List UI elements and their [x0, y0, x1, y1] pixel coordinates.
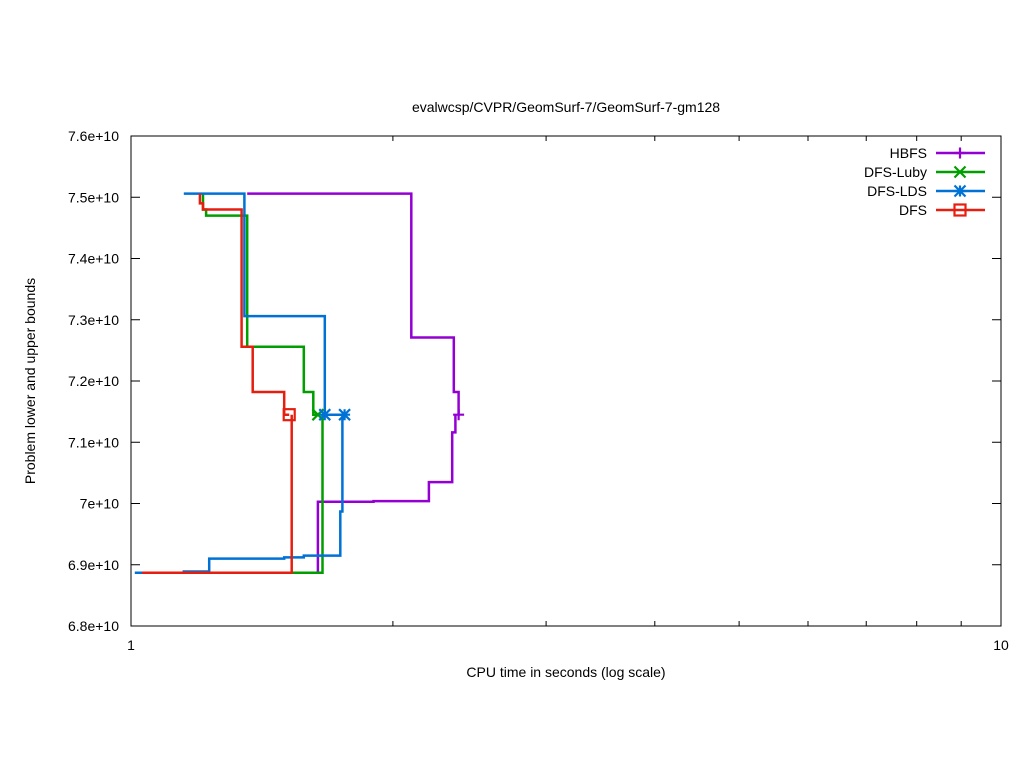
x-tick-label: 10	[993, 637, 1009, 653]
legend-marker	[954, 147, 966, 159]
legend-marker	[953, 203, 967, 217]
legend-item-dfs-luby: DFS-Luby	[864, 164, 985, 180]
y-tick-label: 7.3e+10	[68, 312, 119, 328]
legend-marker	[953, 165, 967, 179]
dfs-lds-lower-bound-line	[134, 414, 344, 574]
plot-frame	[130, 135, 1002, 627]
dfs-lds-upper-bound-line	[183, 192, 345, 416]
y-tick-label: 7.2e+10	[68, 373, 119, 389]
dfs-lds-final-marker	[318, 408, 332, 421]
y-axis-label: Problem lower and upper bounds	[22, 278, 38, 484]
x-tick-label: 1	[127, 637, 135, 653]
dfs-upper-bound-line	[198, 193, 290, 416]
legend-label: DFS-Luby	[864, 164, 927, 180]
dfs-lower-bound-line	[142, 414, 293, 574]
legend-label: DFS	[899, 202, 927, 218]
y-tick-label: 7.1e+10	[68, 434, 119, 450]
y-tick-label: 7.4e+10	[68, 251, 119, 267]
x-axis-label: CPU time in seconds (log scale)	[466, 664, 665, 680]
hbfs-final-marker	[453, 409, 465, 421]
hbfs-lower-bound-line	[153, 414, 457, 574]
y-tick-label: 6.9e+10	[68, 557, 119, 573]
series-layer	[134, 192, 465, 574]
chart-title: evalwcsp/CVPR/GeomSurf-7/GeomSurf-7-gm12…	[412, 99, 720, 115]
legend-item-dfs: DFS	[899, 202, 985, 218]
y-tick-label: 7.6e+10	[68, 128, 119, 144]
dfs-luby-upper-bound-line	[201, 193, 318, 416]
legend-marker	[953, 184, 967, 198]
dfs-lds-final-marker-2	[338, 408, 351, 421]
legend-item-hbfs: HBFS	[890, 145, 985, 161]
legend-label: DFS-LDS	[867, 183, 927, 199]
legend: HBFS DFS-Luby DFS-LDS DFS	[864, 145, 985, 218]
dfs-luby-lower-bound-line	[153, 414, 324, 574]
y-tick-label: 7.5e+10	[68, 189, 119, 205]
y-tick-label: 7e+10	[80, 496, 120, 512]
y-tick-label: 6.8e+10	[68, 618, 119, 634]
series-hbfs	[153, 192, 465, 574]
axes-layer: 6.8e+10 6.9e+10 7e+10 7.1e+10 7.2e+10 7.3e+10…	[68, 128, 1009, 653]
legend-label: HBFS	[890, 145, 927, 161]
dfs-final-marker	[282, 408, 296, 422]
legend-item-dfs-lds: DFS-LDS	[867, 183, 985, 199]
hbfs-upper-bound-line	[247, 192, 460, 415]
series-dfs	[142, 193, 296, 574]
series-dfs-luby	[153, 193, 325, 574]
